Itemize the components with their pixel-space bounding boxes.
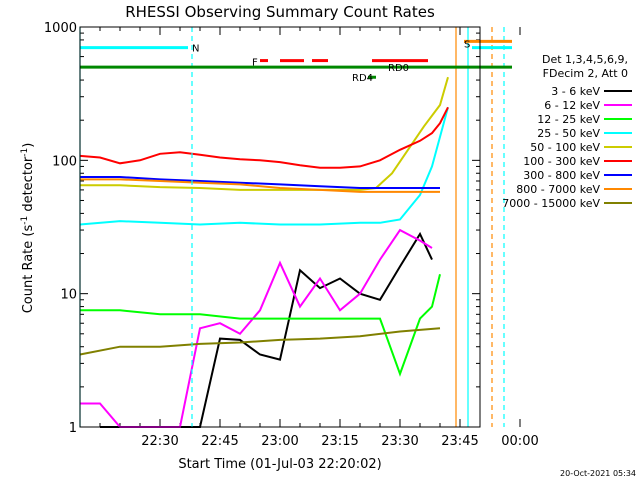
x-tick-label: 23:30 (381, 434, 418, 449)
flag-annotation: S (464, 40, 470, 51)
legend-entry-label: 300 - 800 keV (523, 169, 600, 182)
x-tick-label: 23:15 (321, 434, 358, 449)
legend-entry-label: 6 - 12 keV (544, 99, 600, 112)
legend-entry-label: 7000 - 15000 keV (502, 197, 600, 210)
x-tick-label: 23:45 (441, 434, 478, 449)
plot-frame (79, 26, 481, 428)
legend-entry-label: 100 - 300 keV (523, 155, 600, 168)
timestamp: 20-Oct-2021 05:34 (560, 469, 636, 478)
series-line (80, 178, 440, 193)
legend-entry-label: 50 - 100 keV (530, 141, 600, 154)
series-line (80, 176, 440, 189)
y-tick-label: 10 (60, 288, 77, 303)
legend-header: Det 1,3,4,5,6,9, (542, 53, 628, 66)
legend-header: FDecim 2, Att 0 (543, 67, 628, 80)
x-axis-label: Start Time (01-Jul-03 22:20:02) (178, 457, 381, 472)
legend-entry-label: 25 - 50 keV (537, 127, 600, 140)
flag-annotation: N (192, 44, 199, 55)
y-tick-label: 100 (52, 154, 77, 169)
flag-annotation: F (252, 58, 258, 69)
legend-entry-label: 800 - 7000 keV (516, 183, 600, 196)
series-line (80, 273, 441, 377)
x-tick-label: 00:00 (501, 434, 538, 449)
legend: Det 1,3,4,5,6,9,FDecim 2, Att 0 3 - 6 keV… (502, 53, 632, 210)
legend-entry-label: 3 - 6 keV (551, 85, 600, 98)
plot-area: 22:30 22:45 23:00 23:15 23:30 23:45 00:00 1 10 10… (44, 21, 539, 449)
y-axis-label: Count Rate (s-1 detector-1) (20, 143, 36, 314)
y-tick-label: 1 (69, 421, 77, 436)
flag-annotation: RD4 (352, 73, 373, 84)
x-tick-label: 22:45 (201, 434, 238, 449)
series-line (79, 107, 449, 226)
series-line (79, 327, 441, 356)
x-tick-label: 22:30 (141, 434, 178, 449)
legend-entry-label: 12 - 25 keV (537, 113, 600, 126)
flag-annotation: RD0 (388, 63, 409, 74)
chart-title: RHESSI Observing Summary Count Rates (125, 3, 435, 21)
y-tick-label: 1000 (44, 21, 77, 36)
x-tick-label: 23:00 (261, 434, 298, 449)
series-line (79, 106, 449, 169)
